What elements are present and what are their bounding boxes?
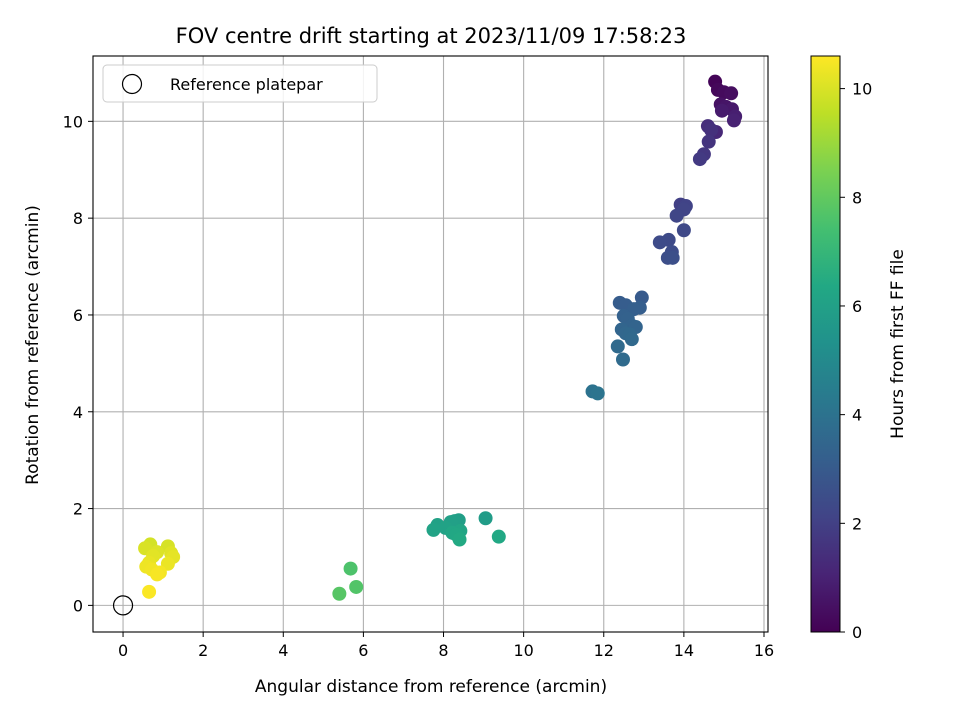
colorbar-tick-label: 6 — [852, 297, 862, 316]
colorbar-tick-label: 2 — [852, 514, 862, 533]
data-point — [652, 235, 667, 250]
data-point — [665, 250, 680, 265]
data-point — [676, 223, 691, 238]
x-tick-label: 4 — [278, 641, 288, 660]
colorbar — [810, 55, 841, 633]
plot-frame — [92, 55, 769, 633]
data-point — [150, 567, 165, 582]
data-point — [426, 522, 441, 537]
data-point — [726, 113, 741, 128]
chart-title: FOV centre drift starting at 2023/11/09 … — [176, 24, 687, 48]
legend-box — [102, 64, 378, 103]
grid — [93, 56, 768, 632]
y-tick-label: 10 — [63, 112, 83, 131]
data-point — [669, 208, 684, 223]
x-tick-label: 10 — [513, 641, 533, 660]
data-point — [692, 152, 707, 167]
data-point — [332, 586, 347, 601]
data-point — [615, 352, 630, 367]
data-point — [491, 529, 506, 544]
x-tick-label: 8 — [438, 641, 448, 660]
colorbar-tick-label: 8 — [852, 188, 862, 207]
x-tick-label: 16 — [754, 641, 774, 660]
data-point — [701, 134, 716, 149]
data-points — [112, 74, 743, 616]
data-point — [142, 584, 157, 599]
y-axis-label: Rotation from reference (arcmin) — [23, 205, 43, 485]
y-tick-label: 0 — [73, 596, 83, 615]
colorbar-ticks: 0 2 4 6 8 10 — [840, 80, 872, 642]
data-point — [349, 579, 364, 594]
axis-ticks: 0 2 4 6 8 10 12 14 16 0 2 4 6 8 10 — [63, 112, 775, 660]
legend: Reference platepar — [102, 64, 378, 103]
x-tick-label: 14 — [674, 641, 694, 660]
x-tick-label: 12 — [594, 641, 614, 660]
legend-label-reference: Reference platepar — [170, 75, 323, 94]
data-point — [343, 561, 358, 576]
x-tick-label: 2 — [198, 641, 208, 660]
colorbar-tick-label: 4 — [852, 406, 862, 425]
y-tick-label: 2 — [73, 500, 83, 519]
data-point — [624, 332, 639, 347]
data-point — [714, 103, 729, 118]
data-point — [610, 339, 625, 354]
x-axis-label: Angular distance from reference (arcmin) — [255, 677, 607, 697]
data-point — [478, 511, 493, 526]
colorbar-tick-label: 10 — [852, 80, 872, 99]
colorbar-tick-label: 0 — [852, 623, 862, 642]
x-tick-label: 0 — [118, 641, 128, 660]
data-point — [724, 86, 739, 101]
reference-platepar-marker — [112, 595, 134, 616]
colorbar-label: Hours from first FF file — [888, 249, 908, 439]
x-tick-label: 6 — [358, 641, 368, 660]
y-tick-label: 6 — [73, 306, 83, 325]
data-point — [590, 386, 605, 401]
data-point — [704, 123, 719, 138]
data-point — [452, 532, 467, 547]
y-tick-label: 4 — [73, 403, 83, 422]
legend-marker-reference — [121, 73, 143, 95]
y-tick-label: 8 — [73, 209, 83, 228]
